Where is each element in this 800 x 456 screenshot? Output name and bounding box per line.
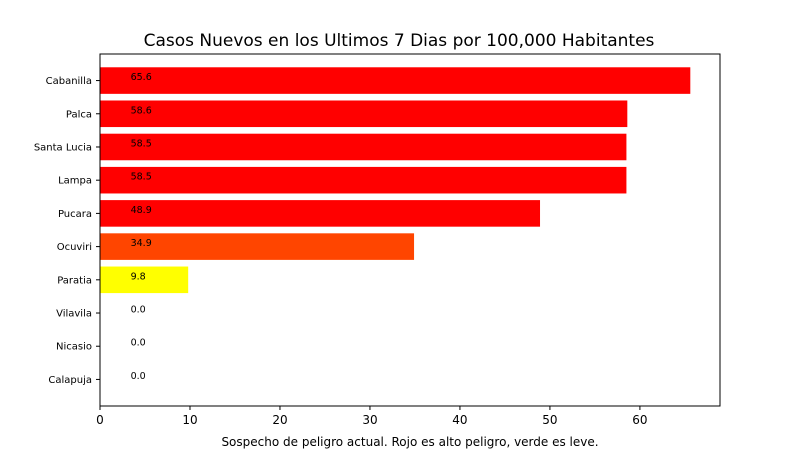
data-label: 58.5 <box>131 172 152 183</box>
chart-title: Casos Nuevos en los Ultimos 7 Dias por 1… <box>144 31 655 51</box>
y-tick-label: Lampa <box>58 176 92 187</box>
y-tick-label: Ocuviri <box>57 242 92 253</box>
data-label: 65.6 <box>131 72 152 83</box>
bar-lampa <box>100 166 627 194</box>
x-tick-label: 10 <box>182 413 197 427</box>
data-label: 9.8 <box>131 271 146 282</box>
y-tick-label: Palca <box>66 109 92 120</box>
bar-santa-lucia <box>100 133 627 161</box>
data-label: 0.0 <box>131 305 146 316</box>
y-tick-label: Santa Lucia <box>34 142 92 153</box>
data-label: 0.0 <box>131 338 146 349</box>
plot-area: Cabanilla 65.6 Palca 58.6 Santa Lucia 58.5 Lam… <box>34 53 721 427</box>
bar-palca <box>100 100 628 128</box>
x-tick-label: 50 <box>542 413 557 427</box>
y-tick-label: Vilavila <box>56 309 92 320</box>
data-label: 34.9 <box>131 238 152 249</box>
y-tick-label: Nicasio <box>56 342 92 353</box>
y-tick-label: Calapuja <box>48 375 92 386</box>
data-label: 0.0 <box>131 371 146 382</box>
bar-pucara <box>100 200 541 227</box>
bar-paratia <box>100 266 189 294</box>
y-tick-label: Cabanilla <box>46 76 92 87</box>
data-label: 58.6 <box>131 105 152 116</box>
x-tick-label: 20 <box>272 413 287 427</box>
plot-frame <box>99 53 721 407</box>
bar-ocuviri <box>100 233 415 260</box>
data-label: 48.9 <box>131 205 152 216</box>
x-axis-label: Sospecho de peligro actual. Rojo es alto… <box>221 435 598 449</box>
x-tick-label: 0 <box>96 413 104 427</box>
x-tick-label: 30 <box>362 413 377 427</box>
data-label: 58.5 <box>131 138 152 149</box>
bar-cabanilla <box>100 67 691 94</box>
y-tick-label: Paratia <box>57 275 92 286</box>
x-tick-label: 60 <box>632 413 647 427</box>
x-tick-label: 40 <box>452 413 467 427</box>
y-tick-label: Pucara <box>58 209 92 220</box>
